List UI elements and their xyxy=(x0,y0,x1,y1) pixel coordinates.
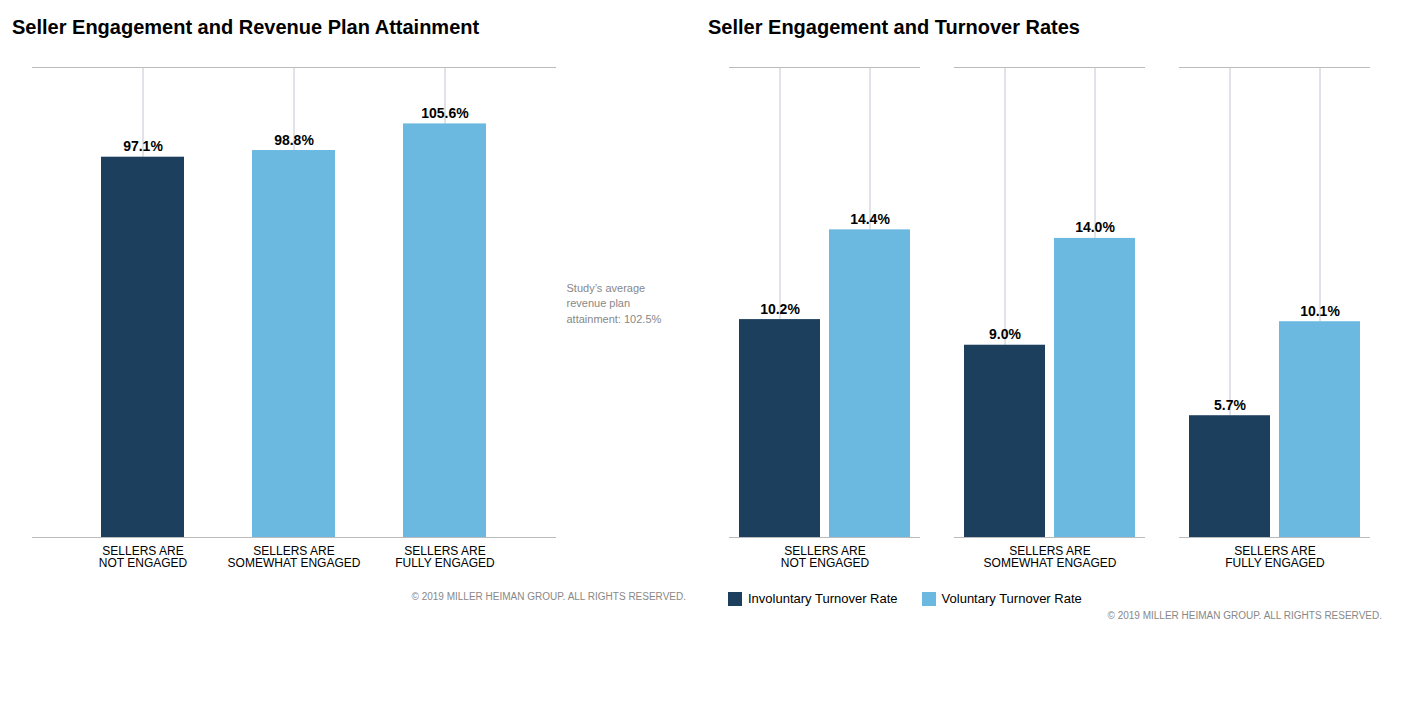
html-text:Seller Engagement and Revenue: Seller Engagement and Revenue Plan Attai… xyxy=(12,16,480,38)
svg-text:SELLERS ARESOMEWHAT ENGAGED: SELLERS ARESOMEWHAT ENGAGED xyxy=(984,544,1117,570)
svg-text:97.1%: 97.1% xyxy=(123,138,163,154)
svg-text:9.0%: 9.0% xyxy=(989,326,1021,342)
svg-text:SELLERS ARESOMEWHAT ENGAGED: SELLERS ARESOMEWHAT ENGAGED xyxy=(228,544,361,570)
svg-text:14.4%: 14.4% xyxy=(850,211,890,227)
html-text:© 2019 MILLER HEIMAN GROUP. AL: © 2019 MILLER HEIMAN GROUP. ALL RIGHTS R… xyxy=(1107,610,1382,621)
svg-text:Study’s averagerevenue planatt: Study’s averagerevenue planattainment: 1… xyxy=(567,282,662,325)
svg-text:98.8%: 98.8% xyxy=(274,132,314,148)
svg-text:SELLERS AREFULLY ENGAGED: SELLERS AREFULLY ENGAGED xyxy=(1225,544,1325,570)
svg-text:SELLERS ARENOT ENGAGED: SELLERS ARENOT ENGAGED xyxy=(99,544,188,570)
svg-text:105.6%: 105.6% xyxy=(421,105,469,121)
html-text:© 2019 MILLER HEIMAN GROUP. AL: © 2019 MILLER HEIMAN GROUP. ALL RIGHTS R… xyxy=(411,591,686,602)
svg-text:5.7%: 5.7% xyxy=(1214,397,1246,413)
svg-text:SELLERS AREFULLY ENGAGED: SELLERS AREFULLY ENGAGED xyxy=(395,544,495,570)
svg-text:10.2%: 10.2% xyxy=(760,301,800,317)
svg-text:14.0%: 14.0% xyxy=(1075,219,1115,235)
svg-text:10.1%: 10.1% xyxy=(1300,303,1340,319)
svg-text:SELLERS ARENOT ENGAGED: SELLERS ARENOT ENGAGED xyxy=(781,544,870,570)
html-text:Involuntary Turnover Rate: Involuntary Turnover Rate xyxy=(748,591,898,606)
html-text:Seller Engagement and Turnover: Seller Engagement and Turnover Rates xyxy=(708,16,1080,38)
html-text:Voluntary Turnover Rate: Voluntary Turnover Rate xyxy=(941,591,1082,606)
